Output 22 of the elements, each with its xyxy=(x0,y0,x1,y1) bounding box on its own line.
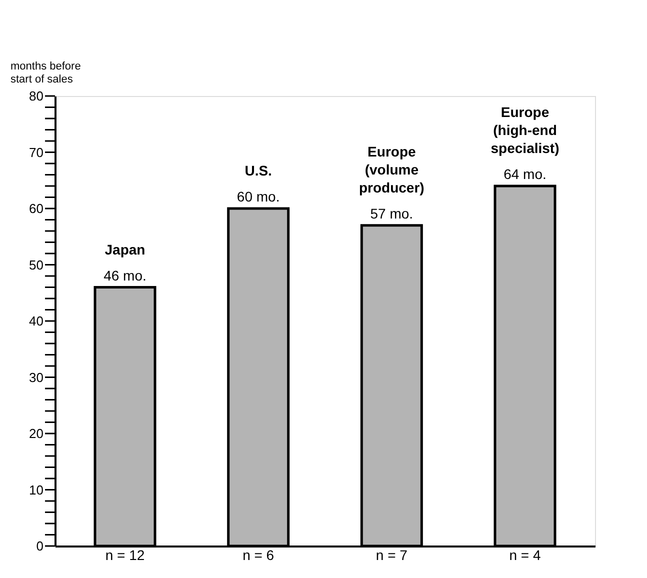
data-label: 57 mo. xyxy=(370,205,414,222)
text: n = 6 xyxy=(242,547,274,563)
text: n = 7 xyxy=(376,547,408,563)
x-tick-label: Japan xyxy=(104,241,146,258)
y-tick-label: 70 xyxy=(29,144,44,160)
data-label: 60 mo. xyxy=(236,188,280,204)
y-tick-label: 80 xyxy=(29,88,44,104)
category-label: Europe (volume producer) xyxy=(358,143,424,196)
data-label: 46 mo. xyxy=(104,267,146,284)
y-tick-label: 20 xyxy=(29,426,44,441)
y-tick-label: 30 xyxy=(29,370,44,385)
y-tick-label: 40 xyxy=(29,314,44,328)
y-axis-title: months before start of sales xyxy=(10,60,81,86)
text: n = 12 xyxy=(105,547,145,563)
y-tick-label: 50 xyxy=(29,257,44,272)
y-tick-label: 60 xyxy=(29,201,44,216)
y-tick-label: 0 xyxy=(36,538,44,554)
y-tick-label: 10 xyxy=(29,482,44,498)
data-label: 64 mo. xyxy=(504,166,546,182)
text: n = 4 xyxy=(509,547,541,563)
category-label: Europe (high-end specialist) xyxy=(490,104,560,156)
x-tick-label: U.S. xyxy=(244,162,272,178)
